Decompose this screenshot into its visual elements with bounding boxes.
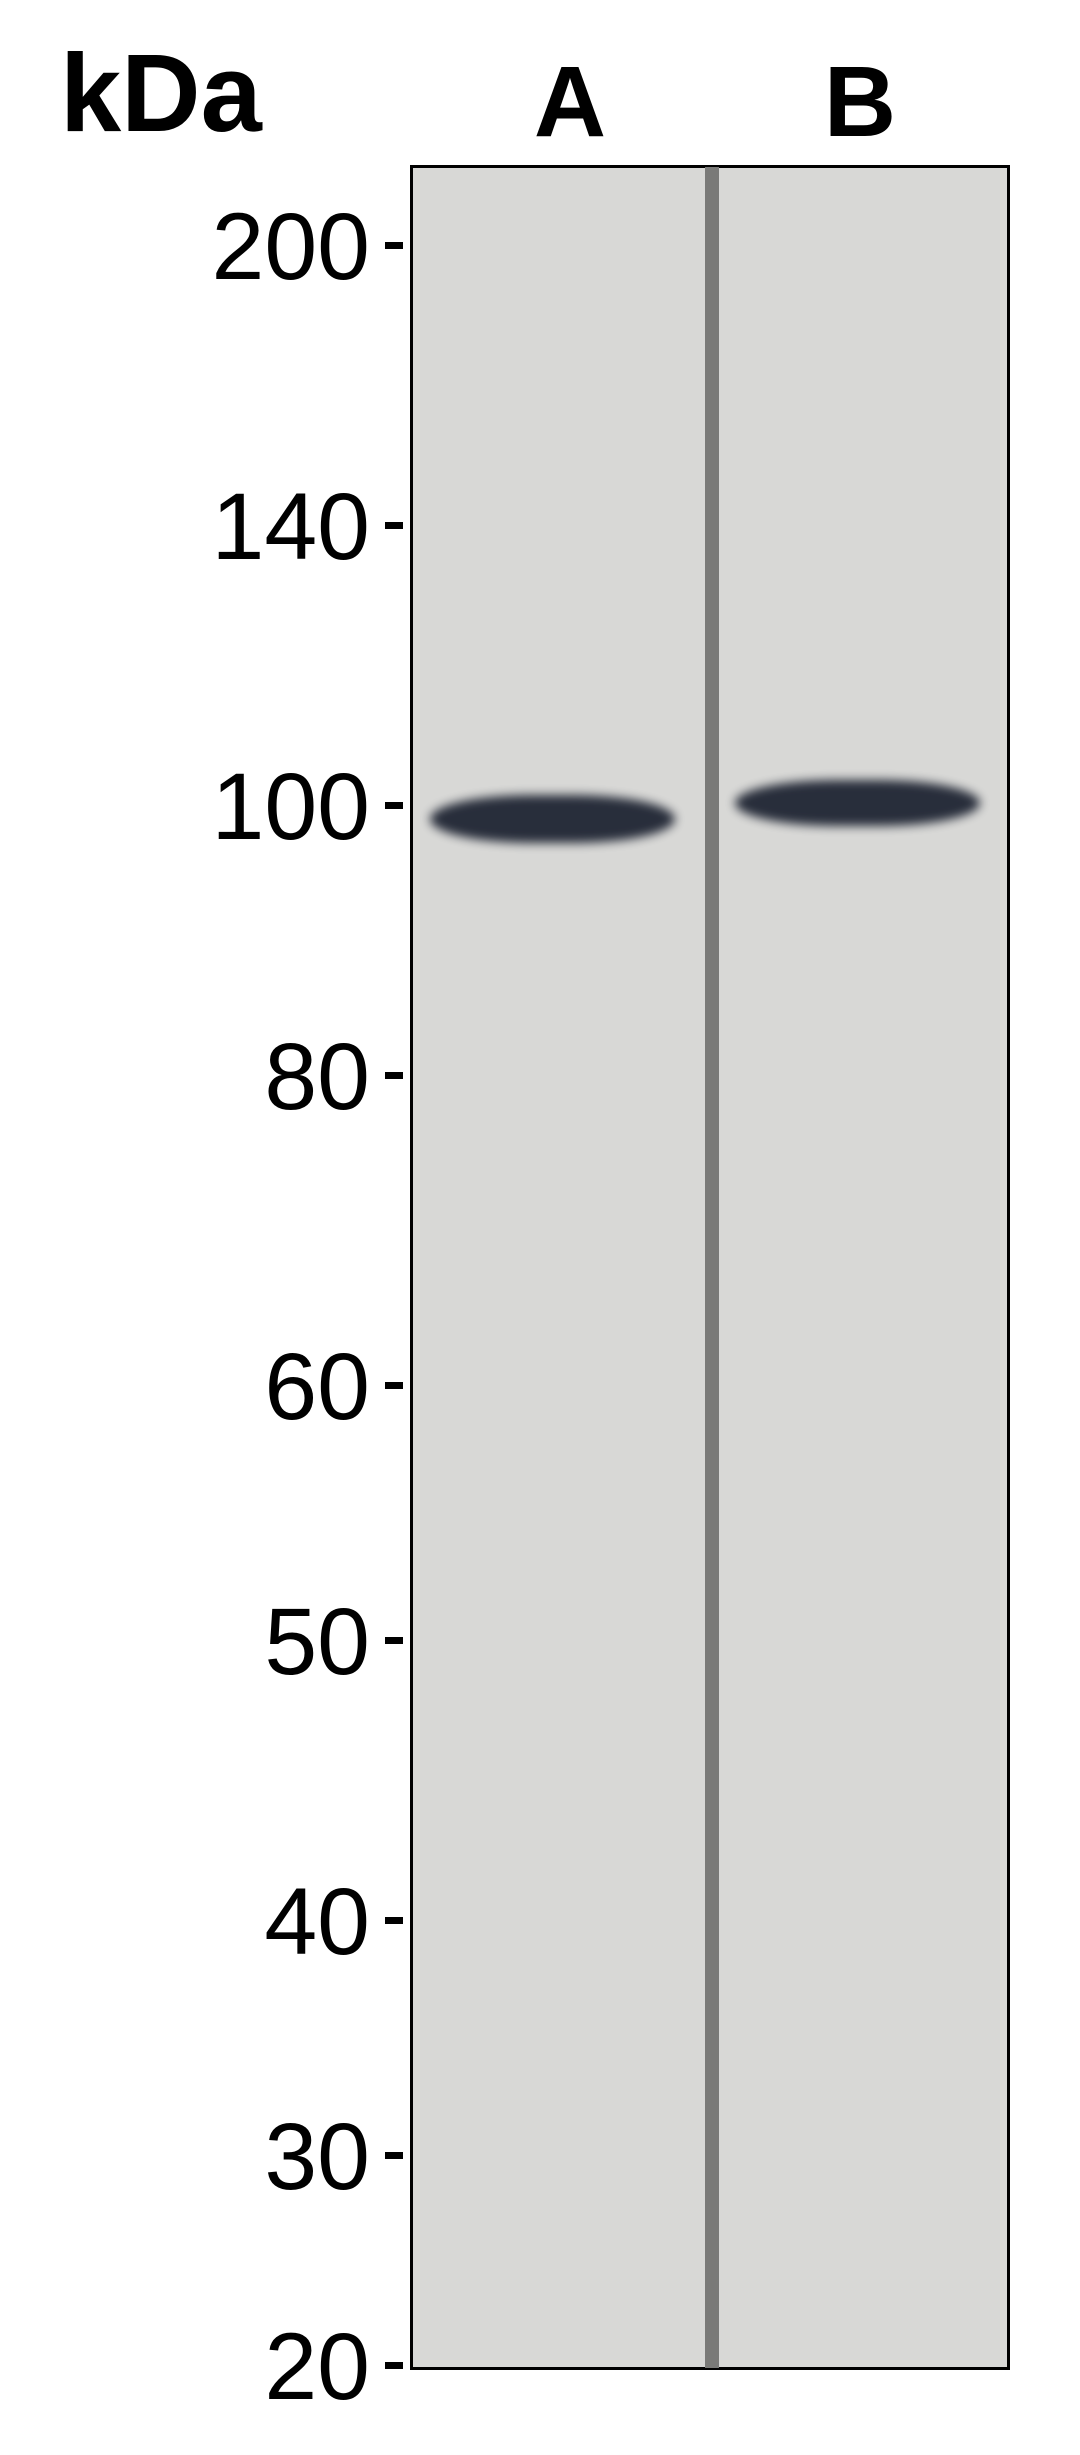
band-lane-b	[735, 780, 980, 826]
tick-mark-40	[385, 1917, 403, 1924]
tick-label-30: 30	[110, 2103, 370, 2212]
tick-mark-140	[385, 522, 403, 529]
tick-label-140: 140	[110, 473, 370, 582]
tick-label-60: 60	[110, 1333, 370, 1442]
tick-mark-200	[385, 242, 403, 249]
lane-label-a: A	[520, 45, 620, 160]
tick-label-80: 80	[110, 1023, 370, 1132]
lane-label-b: B	[810, 45, 910, 160]
tick-mark-50	[385, 1637, 403, 1644]
tick-mark-30	[385, 2152, 403, 2159]
lane-divider	[705, 167, 719, 2368]
kda-axis-label: kDa	[60, 30, 262, 157]
tick-label-200: 200	[110, 193, 370, 302]
tick-mark-80	[385, 1072, 403, 1079]
blot-figure: kDa A B 200 140 100 80 60 50 40 30 20	[0, 0, 1080, 2455]
tick-label-50: 50	[110, 1588, 370, 1697]
tick-mark-60	[385, 1382, 403, 1389]
tick-mark-20	[385, 2362, 403, 2369]
tick-mark-100	[385, 802, 403, 809]
tick-label-20: 20	[110, 2313, 370, 2422]
band-lane-a	[430, 795, 675, 843]
tick-label-100: 100	[110, 753, 370, 862]
tick-label-40: 40	[110, 1868, 370, 1977]
